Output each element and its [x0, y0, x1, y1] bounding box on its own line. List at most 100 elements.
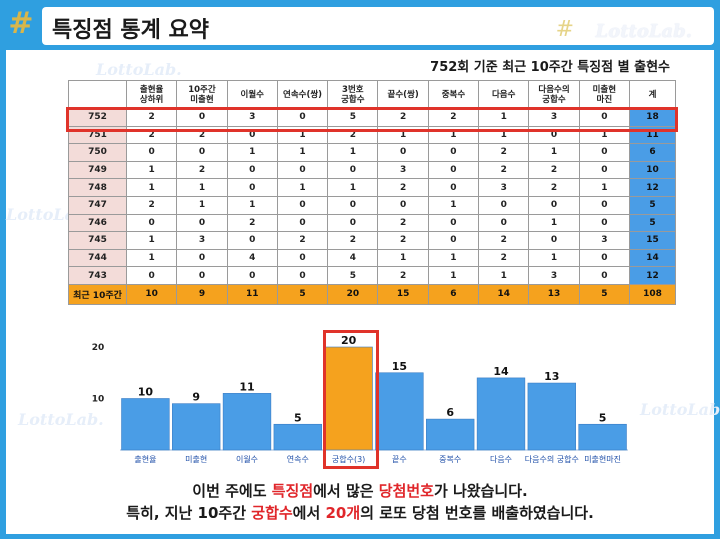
bar-value-label: 5	[294, 411, 302, 424]
value-cell: 2	[276, 231, 329, 250]
footer-highlight: 특징점	[271, 482, 314, 500]
value-cell: 1	[276, 178, 329, 197]
value-cell: 0	[377, 143, 429, 162]
bar-value-label: 13	[544, 370, 559, 383]
value-cell: 0	[276, 108, 329, 127]
value-cell: 0	[226, 231, 278, 250]
column-header: 계	[629, 80, 676, 109]
value-cell: 0	[578, 248, 631, 268]
table-header: 출현율 상하위 10주간 미출현 이월수 연속수(쌍) 3번호 궁합수 끝수(쌍) 중복수 다…	[68, 80, 676, 109]
bar-value-label: 14	[493, 365, 509, 378]
value-cell: 0	[176, 143, 228, 162]
round-cell: 752	[68, 108, 127, 127]
column-header: 끝수(쌍)	[377, 80, 429, 109]
value-cell: 1	[125, 231, 178, 250]
total-cell: 10	[629, 160, 676, 180]
page-title: 특징점 통계 요약	[52, 18, 209, 43]
value-cell: 0	[176, 266, 228, 285]
bar	[578, 423, 627, 451]
value-cell: 0	[528, 231, 580, 250]
value-cell: 2	[427, 108, 480, 127]
total-cell: 11	[629, 125, 676, 145]
value-cell: 0	[578, 160, 631, 180]
value-cell: 4	[226, 248, 278, 268]
table-body: 752 2 0 3 0 5 2 2 1 3 0 18 751 2 2 0 1 2 1 1 1 0 1 11 750 0 0 1 1 1 0 0…	[68, 108, 676, 305]
value-cell: 3	[226, 108, 278, 127]
bar	[172, 403, 221, 451]
round-cell: 744	[68, 248, 127, 268]
value-cell: 2	[226, 213, 278, 233]
table-row: 749 1 2 0 0 0 3 0 2 2 0 10	[68, 160, 676, 180]
footer-text-part: 에서	[292, 504, 326, 522]
value-cell: 1	[125, 248, 178, 268]
value-cell: 2	[478, 248, 530, 268]
table-row: 744 1 0 4 0 4 1 1 2 1 0 14	[68, 248, 676, 268]
round-cell: 751	[68, 125, 127, 145]
total-cell: 15	[629, 231, 676, 250]
value-cell: 0	[578, 143, 631, 162]
value-cell: 1	[176, 178, 228, 197]
right-accent-bar	[714, 50, 720, 539]
value-cell: 1	[176, 195, 228, 215]
x-tick-label: 다음수	[490, 455, 512, 464]
value-cell: 1	[478, 266, 530, 285]
table-row: 747 2 1 1 0 0 0 1 0 0 0 5	[68, 195, 676, 215]
value-cell: 3	[478, 178, 530, 197]
summary-cell: 13	[528, 283, 580, 305]
value-cell: 4	[327, 248, 379, 268]
value-cell: 0	[478, 213, 530, 233]
value-cell: 1	[427, 248, 480, 268]
stats-table: 출현율 상하위 10주간 미출현 이월수 연속수(쌍) 3번호 궁합수 끝수(쌍) 중복수 다…	[68, 80, 676, 305]
value-cell: 5	[327, 108, 379, 127]
value-cell: 1	[327, 143, 379, 162]
column-header: 출현율 상하위	[125, 80, 178, 109]
value-cell: 2	[327, 125, 379, 145]
bar	[222, 393, 272, 451]
bottom-accent-bar	[0, 534, 720, 539]
value-cell: 0	[276, 266, 329, 285]
bar	[375, 372, 424, 451]
value-cell: 0	[125, 143, 178, 162]
bar-value-label: 9	[192, 391, 200, 404]
value-cell: 0	[125, 266, 178, 285]
round-cell: 750	[68, 143, 127, 162]
x-tick-label: 궁합수(3)	[332, 455, 365, 464]
value-cell: 1	[226, 143, 278, 162]
x-tick-label: 미출현마진	[584, 454, 621, 464]
value-cell: 2	[377, 266, 429, 285]
round-cell: 746	[68, 213, 127, 233]
x-tick-label: 미출현	[185, 454, 207, 464]
value-cell: 2	[176, 160, 228, 180]
total-cell: 12	[629, 266, 676, 285]
value-cell: 1	[377, 125, 429, 145]
value-cell: 1	[226, 195, 278, 215]
column-header: 이월수	[226, 80, 278, 109]
value-cell: 2	[125, 108, 178, 127]
value-cell: 0	[427, 178, 480, 197]
value-cell: 0	[427, 143, 480, 162]
table-caption: 752회 기준 최근 10주간 특징점 별 출현수	[430, 60, 670, 75]
value-cell: 0	[327, 160, 379, 180]
left-accent-bar	[0, 50, 6, 539]
value-cell: 1	[125, 160, 178, 180]
summary-cell: 11	[226, 283, 278, 305]
value-cell: 0	[578, 213, 631, 233]
total-cell: 5	[629, 213, 676, 233]
bar	[476, 377, 526, 451]
value-cell: 0	[226, 266, 278, 285]
footer-line-2: 특히, 지난 10주간 궁합수에서 20개의 로또 당첨 번호를 배출하였습니다…	[0, 502, 720, 524]
column-header: 10주간 미출현	[176, 80, 228, 109]
round-cell: 743	[68, 266, 127, 285]
value-cell: 2	[478, 160, 530, 180]
value-cell: 0	[478, 195, 530, 215]
x-tick-label: 다음수의 궁합수	[525, 454, 579, 464]
value-cell: 0	[427, 231, 480, 250]
bar-chart: 10 20 10 출현율 9 미출현 11 이월수 5 연속수 20 궁합수(3) 15 끝수 6 중복수 14…	[80, 330, 640, 470]
value-cell: 0	[578, 195, 631, 215]
summary-cell: 15	[377, 283, 429, 305]
column-header	[68, 80, 127, 109]
footer-text-part: 이번 주에도	[192, 482, 272, 500]
value-cell: 2	[478, 231, 530, 250]
footer-text-part: 에서 많은	[313, 482, 379, 500]
